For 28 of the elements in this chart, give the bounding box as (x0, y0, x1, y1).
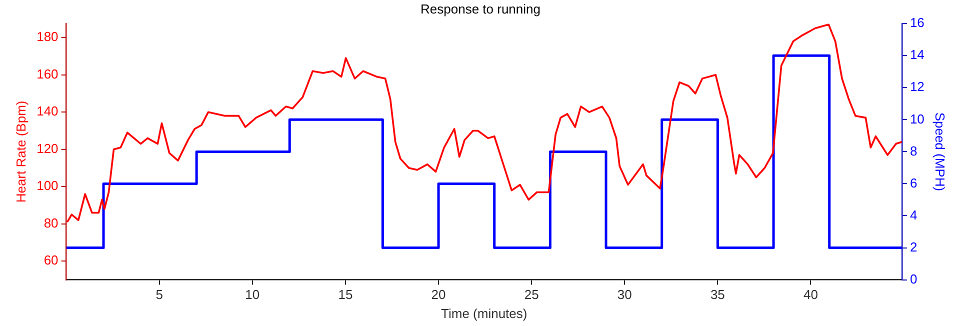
y-tick-label: 60 (44, 252, 58, 268)
y-tick-label: 160 (36, 66, 58, 82)
y2-tick-label: 4 (910, 207, 918, 222)
y2-tick-label: 8 (910, 143, 918, 158)
y2-tick-label: 10 (910, 111, 924, 126)
y2-tick-label: 12 (910, 79, 924, 94)
x-tick-label: 25 (524, 287, 539, 302)
y2-tick-label: 2 (910, 239, 918, 254)
x-tick-label: 40 (804, 287, 818, 302)
x-axis-title: Time (minutes) (441, 306, 528, 321)
y2-tick-label: 16 (910, 15, 924, 30)
y2-tick-label: 0 (910, 271, 918, 286)
y-tick-label: 120 (36, 140, 58, 156)
y2-axis-title: Speed (MPH) (932, 112, 948, 192)
y-tick-label: 180 (36, 29, 58, 44)
x-tick-label: 20 (431, 287, 446, 302)
y-tick-label: 80 (44, 215, 58, 230)
y2-tick-label: 14 (910, 47, 924, 62)
x-tick-label: 35 (710, 287, 725, 302)
y-tick-label: 100 (36, 178, 58, 194)
y2-tick-label: 6 (910, 175, 918, 190)
x-tick-label: 5 (156, 287, 163, 302)
x-tick-label: 30 (617, 287, 632, 302)
y-tick-label: 140 (36, 104, 58, 119)
y-axis-title: Heart Rate (Bpm) (13, 100, 28, 203)
x-tick-label: 10 (245, 287, 260, 302)
chart-title: Response to running (420, 1, 540, 16)
x-tick-label: 15 (338, 287, 353, 302)
